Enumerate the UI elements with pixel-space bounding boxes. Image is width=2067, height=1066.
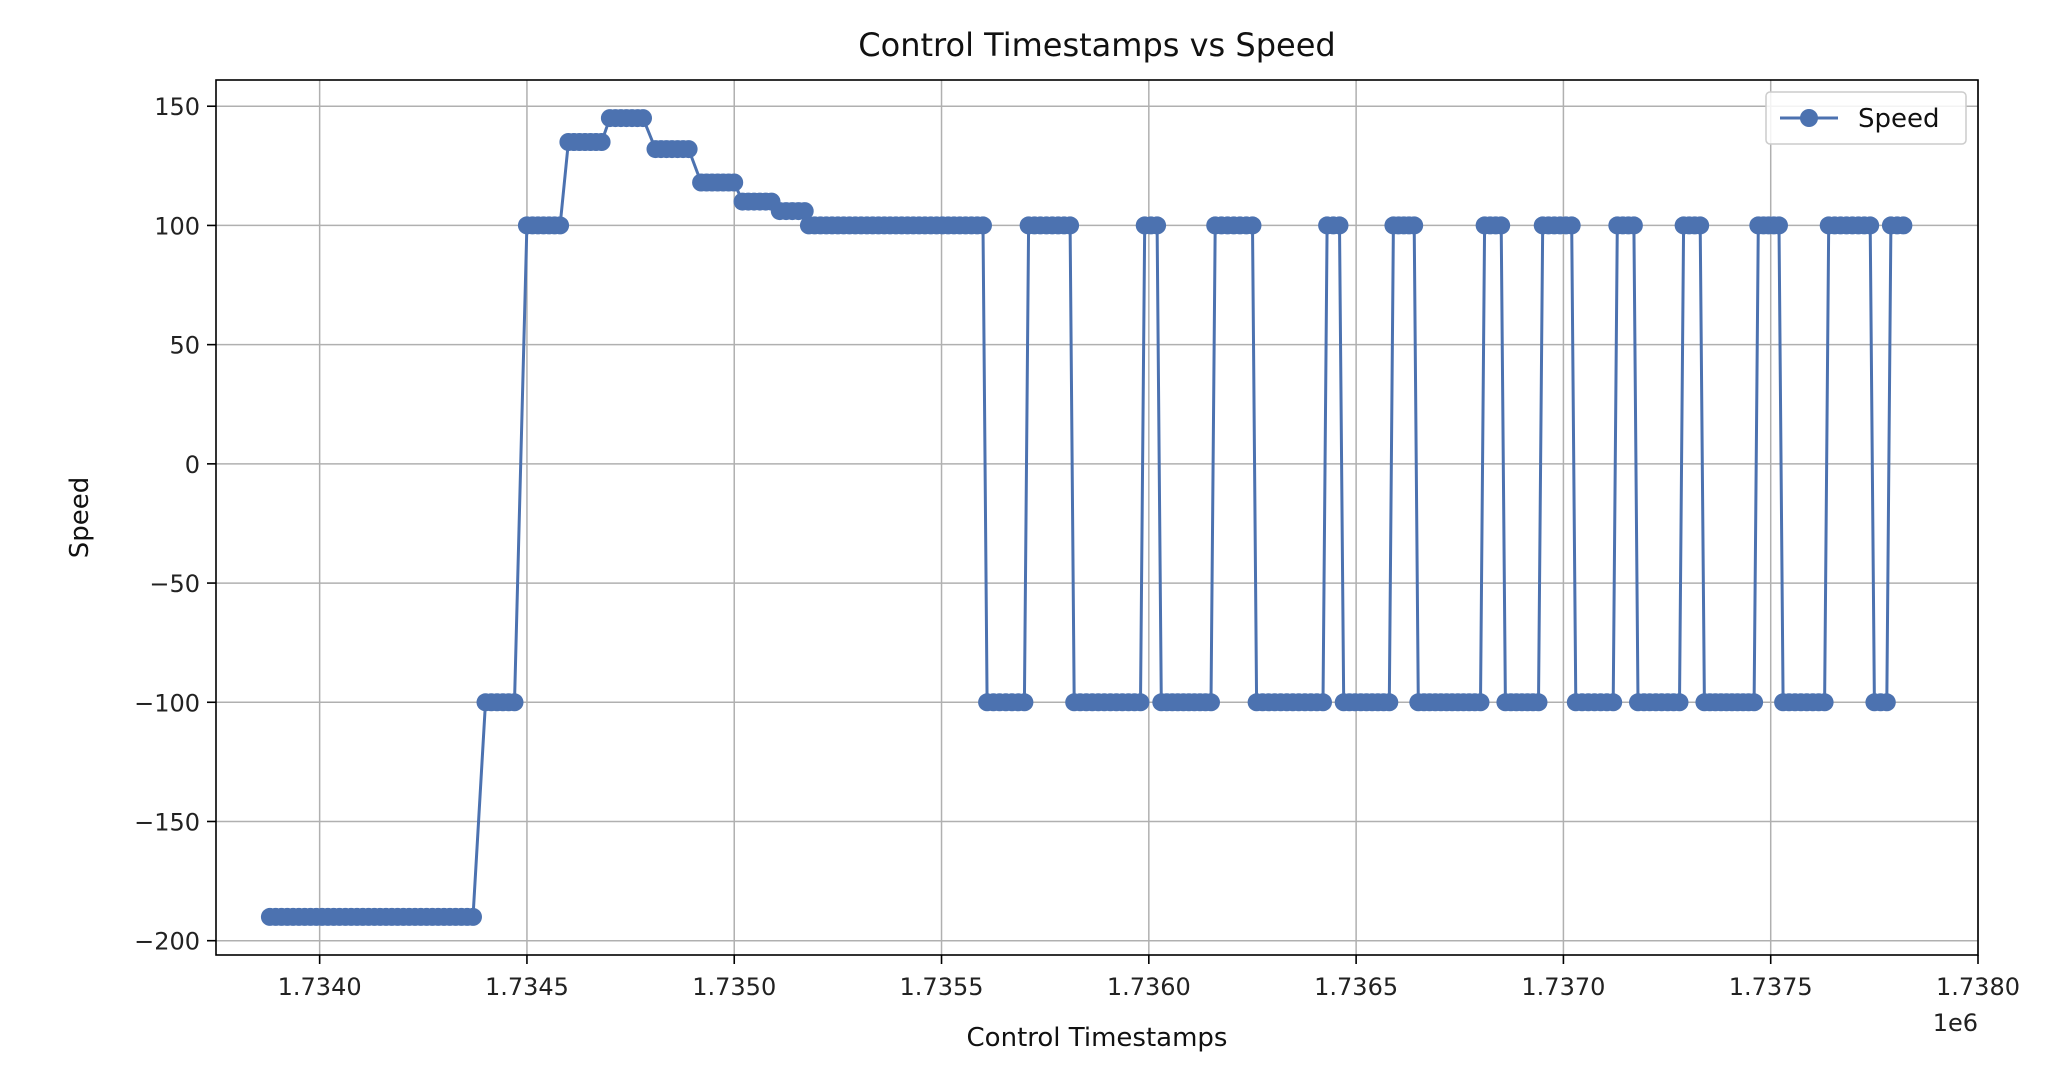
x-axis-offset-label: 1e6	[1933, 1009, 1978, 1037]
x-axis-title: Control Timestamps	[967, 1023, 1228, 1053]
data-point	[1131, 693, 1150, 712]
x-tick-label: 1.7370	[1521, 973, 1605, 1001]
data-point	[1894, 216, 1913, 235]
data-point	[464, 907, 482, 926]
data-point	[1770, 216, 1788, 235]
y-tick-label: 150	[154, 93, 200, 121]
y-tick-label: −200	[134, 928, 200, 956]
legend-label-speed: Speed	[1858, 104, 1940, 134]
x-tick-label: 1.7380	[1936, 973, 2020, 1001]
legend: Speed	[1765, 91, 1967, 145]
data-point	[592, 133, 611, 151]
y-tick-label: −100	[134, 689, 200, 717]
data-point	[1624, 216, 1643, 235]
series-line-speed	[269, 116, 1904, 919]
x-tick-label: 1.7350	[692, 973, 776, 1001]
data-point	[1670, 693, 1689, 712]
data-point	[1061, 216, 1080, 235]
data-point	[1815, 693, 1834, 712]
data-point	[679, 140, 698, 159]
data-point	[1562, 216, 1581, 235]
data-point	[1877, 693, 1896, 712]
data-point	[1380, 693, 1399, 712]
x-tick-label: 1.7375	[1729, 973, 1813, 1001]
grid	[216, 80, 1979, 955]
x-tick-label: 1.7365	[1314, 973, 1398, 1001]
x-tick-label: 1.7360	[1107, 973, 1191, 1001]
data-point	[974, 216, 992, 235]
data-point	[634, 109, 652, 128]
y-tick-label: 100	[154, 212, 200, 240]
y-tick-label: −50	[149, 570, 200, 598]
y-tick-label: 50	[169, 332, 200, 360]
data-point	[1861, 216, 1880, 235]
series-speed	[260, 109, 1913, 926]
data-point	[1529, 693, 1548, 712]
legend-marker-sample	[1800, 109, 1818, 127]
data-point	[725, 173, 744, 192]
data-point	[551, 216, 570, 235]
y-axis-title: Speed	[65, 477, 95, 559]
y-tick-label: −150	[134, 808, 200, 836]
data-point	[1148, 216, 1167, 235]
x-tick-label: 1.7355	[900, 973, 984, 1001]
data-point	[1691, 216, 1710, 235]
data-point	[505, 693, 524, 712]
data-point	[795, 202, 814, 221]
data-point	[1492, 216, 1511, 235]
plot-frame	[215, 79, 1979, 956]
data-point	[1405, 216, 1424, 235]
axis-ticks: 1.7340 1.7345 1.7350 1.7355 1.7360 1.7365 1.73…	[134, 93, 2020, 1001]
data-point	[1604, 693, 1623, 712]
x-tick-label: 1.7345	[485, 973, 569, 1001]
data-point	[1015, 693, 1034, 712]
data-point	[1471, 693, 1490, 712]
data-point	[1243, 216, 1262, 235]
x-tick-label: 1.7340	[278, 973, 362, 1001]
legend-box	[1765, 91, 1967, 145]
data-point	[1202, 693, 1220, 712]
chart-title: Control Timestamps vs Speed	[858, 26, 1335, 64]
y-tick-label: 0	[185, 451, 200, 479]
data-point	[1330, 216, 1349, 235]
data-point	[1745, 693, 1764, 712]
data-point	[1314, 693, 1332, 712]
